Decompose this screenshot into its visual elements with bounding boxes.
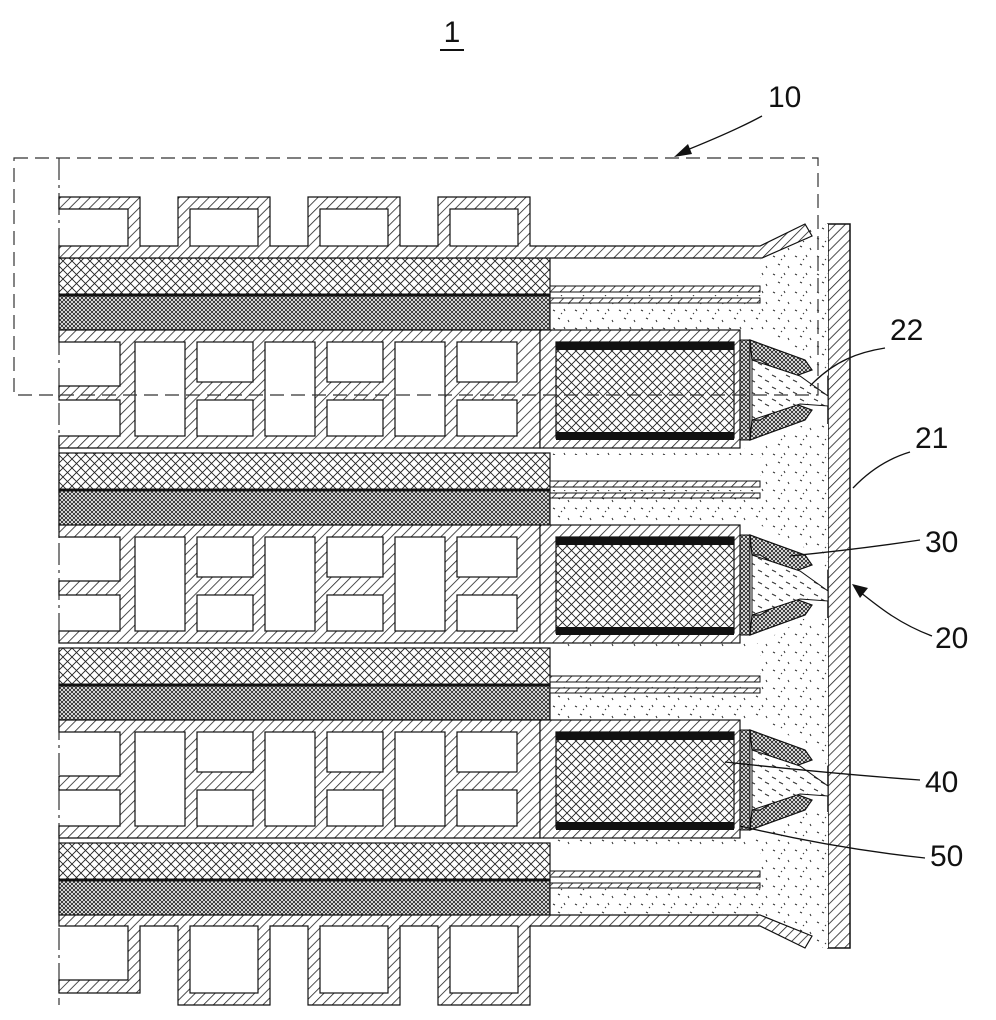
label-50: 50 xyxy=(930,840,963,873)
label-40: 40 xyxy=(925,766,958,799)
plate-21 xyxy=(827,223,851,949)
cooling-channels xyxy=(58,329,541,839)
label-22: 22 xyxy=(890,314,923,347)
region-10-boundary xyxy=(13,157,819,396)
top-fin-row xyxy=(58,196,813,259)
layer-bands xyxy=(58,257,551,916)
bottom-fin-row xyxy=(58,914,813,1006)
label-20: 20 xyxy=(935,622,968,655)
dotted-frame xyxy=(550,224,828,948)
leader-lines xyxy=(681,115,933,859)
arrowhead-10 xyxy=(674,144,692,157)
label-30: 30 xyxy=(925,526,958,559)
electrode-strips xyxy=(549,285,761,889)
arrowhead-20 xyxy=(852,584,868,598)
label-10: 10 xyxy=(768,81,801,114)
cell-stacks xyxy=(539,329,829,839)
figure-number: 1 xyxy=(444,16,461,49)
label-21: 21 xyxy=(915,422,948,455)
